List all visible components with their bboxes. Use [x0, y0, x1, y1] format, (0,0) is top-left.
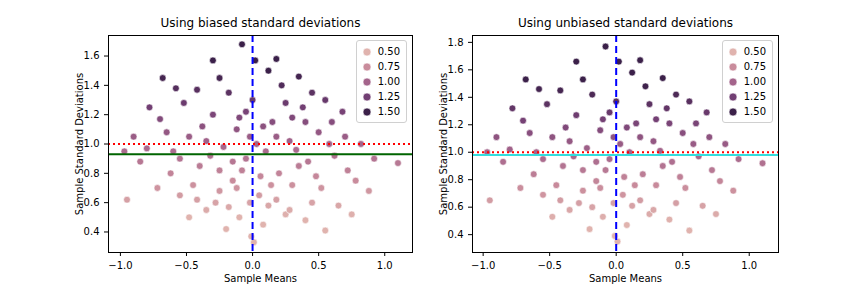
svg-text:0.4: 0.4 — [84, 226, 100, 237]
svg-text:0.8: 0.8 — [84, 168, 100, 179]
html-text:0.50: 0.50 — [743, 46, 766, 57]
svg-text:0.0: 0.0 — [608, 260, 624, 271]
svg-text:1.2: 1.2 — [84, 109, 100, 120]
svg-text:1.0: 1.0 — [448, 146, 464, 157]
svg-text:Using biased standard deviatio: Using biased standard deviations — [161, 16, 361, 30]
svg-text:1.6: 1.6 — [84, 50, 100, 61]
svg-text:1.4: 1.4 — [84, 80, 100, 91]
svg-text:−1.0: −1.0 — [108, 260, 132, 271]
svg-text:−0.5: −0.5 — [174, 260, 198, 271]
svg-text:Using unbiased standard deviat: Using unbiased standard deviations — [518, 16, 733, 30]
svg-text:Sample Means: Sample Means — [224, 273, 297, 284]
svg-text:−1.0: −1.0 — [471, 260, 495, 271]
html-text:0.75: 0.75 — [377, 61, 400, 72]
svg-text:0.6: 0.6 — [448, 201, 464, 212]
svg-text:1.8: 1.8 — [448, 37, 464, 48]
svg-text:Sample Means: Sample Means — [589, 273, 662, 284]
html-text:1.00: 1.00 — [743, 76, 766, 87]
html-text:0.75: 0.75 — [743, 61, 766, 72]
html-text:1.50: 1.50 — [377, 106, 400, 117]
svg-text:1.0: 1.0 — [377, 260, 393, 271]
svg-text:0.8: 0.8 — [448, 174, 464, 185]
svg-text:0.4: 0.4 — [448, 229, 464, 240]
svg-text:0.5: 0.5 — [675, 260, 691, 271]
svg-text:1.6: 1.6 — [448, 64, 464, 75]
svg-text:1.0: 1.0 — [741, 260, 757, 271]
html-text:1.50: 1.50 — [743, 106, 766, 117]
svg-text:1.4: 1.4 — [448, 92, 464, 103]
svg-text:1.0: 1.0 — [84, 138, 100, 149]
html-text:0.50: 0.50 — [377, 46, 400, 57]
svg-text:Sample Standard Deviations: Sample Standard Deviations — [438, 73, 449, 215]
html-text:1.00: 1.00 — [377, 76, 400, 87]
svg-text:Sample Standard Deviations: Sample Standard Deviations — [74, 73, 85, 215]
svg-text:−0.5: −0.5 — [538, 260, 562, 271]
svg-text:0.5: 0.5 — [311, 260, 327, 271]
svg-text:1.2: 1.2 — [448, 119, 464, 130]
html-text:1.25: 1.25 — [377, 91, 400, 102]
svg-text:0.0: 0.0 — [245, 260, 261, 271]
html-text:1.25: 1.25 — [743, 91, 766, 102]
svg-text:0.6: 0.6 — [84, 197, 100, 208]
